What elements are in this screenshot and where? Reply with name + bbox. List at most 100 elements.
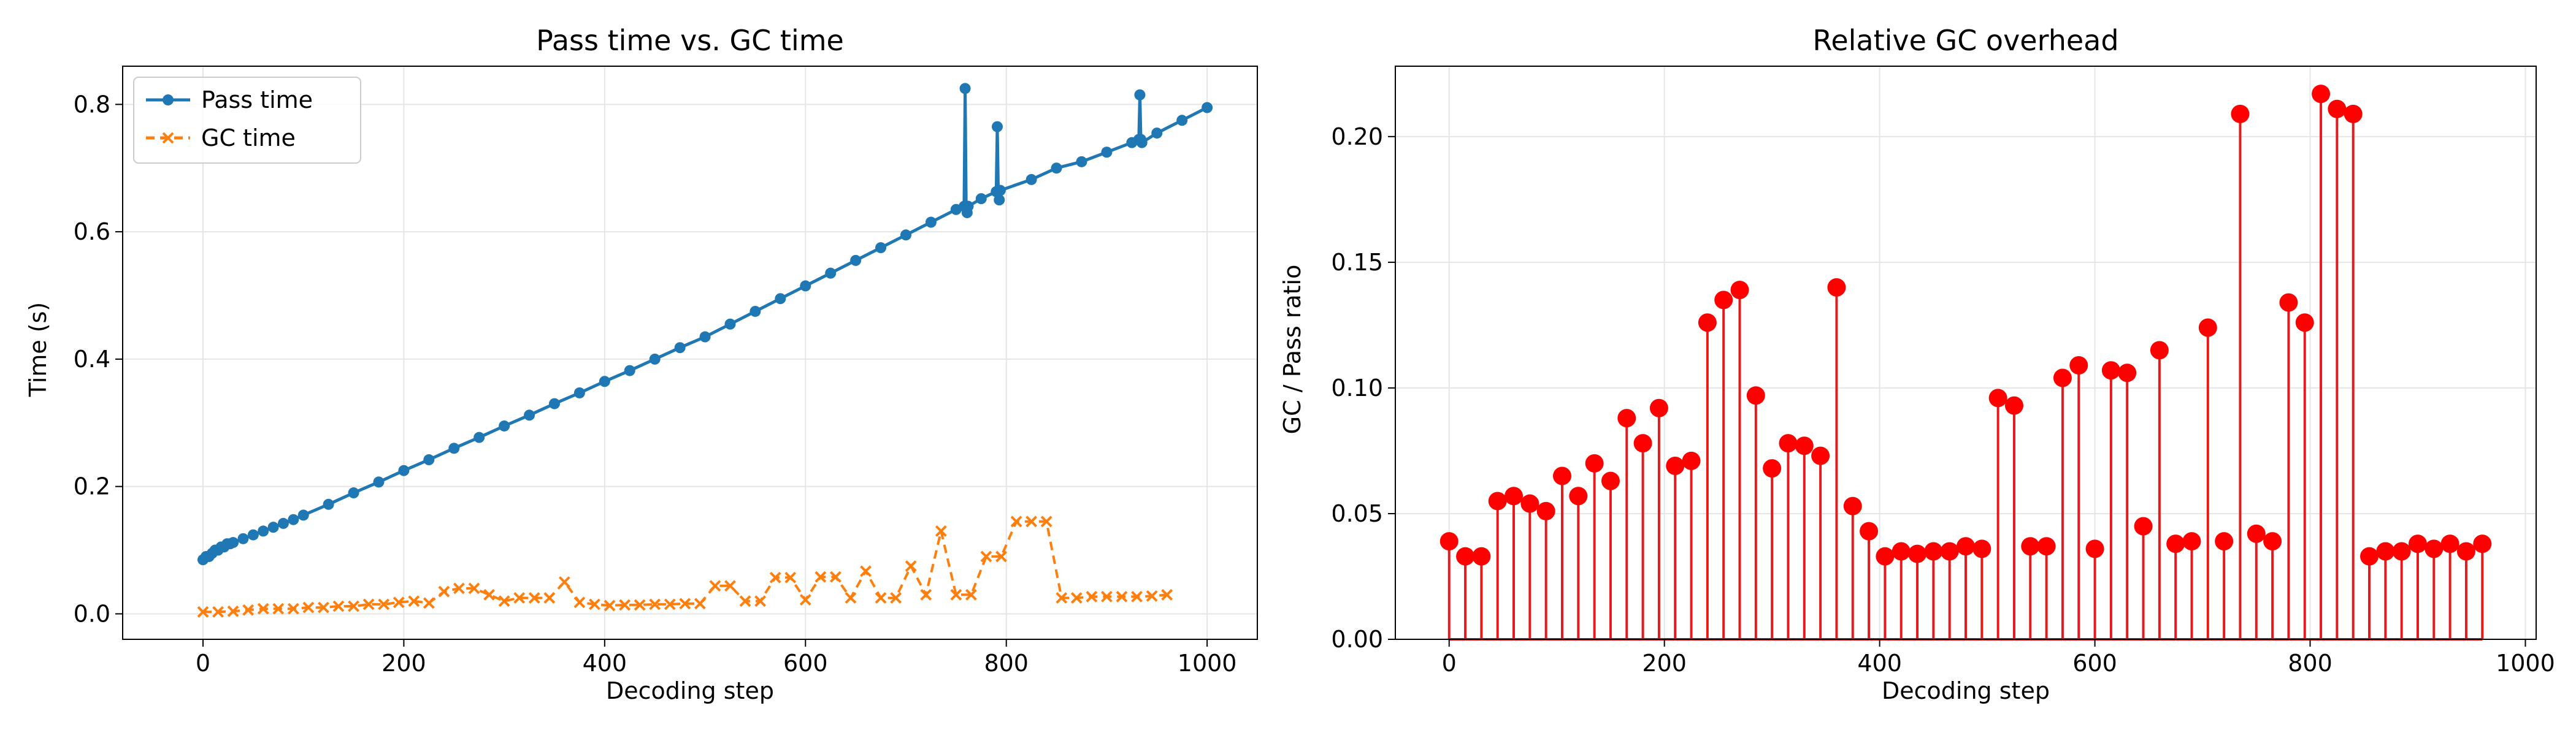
stem-marker <box>2118 363 2137 382</box>
stem-marker <box>2231 104 2250 123</box>
stem-marker <box>1972 539 1991 558</box>
gc-time-marker-stroke <box>1131 590 1143 603</box>
gc-time-marker <box>348 600 359 612</box>
stem-marker <box>2037 537 2056 556</box>
gc-time-marker <box>423 597 435 609</box>
stem-marker <box>2312 85 2331 104</box>
gc-time-marker-stroke <box>875 592 887 604</box>
gc-time-marker-stroke <box>664 598 676 611</box>
stem-marker <box>1649 398 1668 417</box>
stem-marker <box>2360 547 2379 566</box>
pass-time-marker <box>624 365 635 376</box>
gc-time-marker <box>1025 515 1038 528</box>
gc-time-marker <box>604 599 616 612</box>
grid <box>1395 66 2536 640</box>
pass-time-marker <box>699 331 711 343</box>
stem-marker <box>1666 457 1685 476</box>
stem-marker <box>1763 459 1782 478</box>
pass-time-marker <box>649 353 661 365</box>
pass-vs-gc-chart: Pass time vs. GC time Decoding step Time… <box>25 24 1258 704</box>
gc-time-marker-stroke <box>754 595 767 607</box>
stem-marker <box>1940 542 1959 561</box>
gc-time-marker-stroke <box>513 592 526 604</box>
gc-time-marker-stroke <box>1056 592 1068 604</box>
stem-marker <box>2215 532 2234 551</box>
y-tick-label: 0.00 <box>1331 626 1383 653</box>
gc-time-marker <box>1161 588 1173 601</box>
gc-time-marker-stroke <box>950 588 962 601</box>
pass-time-marker <box>800 280 811 292</box>
y-tick-label: 0.20 <box>1331 123 1383 150</box>
stem-marker <box>1827 278 1846 297</box>
pass-time-marker <box>1025 173 1037 185</box>
gc-time-marker-stroke <box>739 595 751 607</box>
pass-time-marker <box>258 525 269 537</box>
legend-label-gc: GC time <box>201 124 296 151</box>
stem-marker <box>1617 409 1636 428</box>
gc-time-marker <box>257 603 269 615</box>
stem-marker <box>2376 542 2395 561</box>
pass-time-marker <box>749 305 761 317</box>
x-tick-label: 600 <box>2072 650 2117 677</box>
gc-time-marker-stroke <box>845 592 857 604</box>
plot-marks <box>1439 85 2492 641</box>
gc-time-marker-stroke <box>318 601 329 614</box>
pass-time-marker <box>991 121 1003 132</box>
stem-marker <box>2053 368 2072 387</box>
gc-time-marker-stroke <box>242 604 255 616</box>
stem-marker <box>1456 547 1475 566</box>
pass-time-marker <box>724 318 736 330</box>
pass-time-marker <box>900 229 911 241</box>
gc-time-marker <box>905 560 917 572</box>
pass-time-marker <box>277 517 289 529</box>
gc-time-marker-stroke <box>935 525 947 537</box>
chart-title: Relative GC overhead <box>1812 24 2118 57</box>
gc-time-marker <box>799 594 811 606</box>
stem-marker <box>1730 280 1749 299</box>
gc-time-marker-stroke <box>332 600 345 612</box>
stem-marker <box>1698 313 1717 332</box>
pass-time-marker <box>1176 115 1188 126</box>
y-tick-label: 0.05 <box>1331 500 1383 527</box>
x-tick-label: 800 <box>2288 650 2333 677</box>
pass-time-marker <box>925 216 937 228</box>
gc-time-marker <box>408 595 420 607</box>
gc-time-marker-stroke <box>498 595 510 607</box>
gc-time-marker <box>1070 592 1083 604</box>
x-tick-label: 1000 <box>1178 650 1237 677</box>
gc-time-marker <box>1146 590 1158 602</box>
gc-time-marker <box>829 571 841 583</box>
gc-time-marker <box>679 598 691 610</box>
stem-marker <box>2247 524 2266 543</box>
stem-marker <box>1552 466 1571 485</box>
gc-time-line <box>203 520 1167 614</box>
stem-marker <box>2392 542 2411 561</box>
x-tick-label: 200 <box>1642 650 1687 677</box>
stem-marker <box>2004 396 2023 415</box>
relative-gc-chart: Relative GC overhead Decoding step GC / … <box>1279 24 2555 704</box>
gc-time-marker-stroke <box>1010 515 1022 528</box>
stem-marker <box>2069 356 2088 375</box>
pass-time-marker <box>825 267 837 279</box>
pass-time-marker <box>323 498 334 510</box>
stem-marker <box>1746 386 1765 405</box>
gc-time-marker-stroke <box>890 592 902 604</box>
gc-time-marker-stroke <box>287 603 299 615</box>
gc-time-marker <box>453 582 465 595</box>
x-axis-label: Decoding step <box>606 677 774 704</box>
pass-time-marker <box>267 522 279 533</box>
gc-time-marker-stroke <box>829 571 841 583</box>
tick-marks: 0 200 400 600 800 1000 0.0 0.2 0.4 0.6 0.8 <box>74 91 1237 677</box>
y-tick-label: 0.10 <box>1331 375 1383 401</box>
gc-time-marker <box>393 596 405 609</box>
gc-time-marker <box>1010 515 1022 528</box>
y-tick-label: 0.8 <box>74 91 110 118</box>
gc-time-marker-stroke <box>1146 590 1158 602</box>
gc-time-marker-stroke <box>438 585 450 598</box>
stem-marker <box>2344 104 2363 123</box>
legend-gc-marker <box>162 132 174 144</box>
legend-label-pass: Pass time <box>201 86 313 113</box>
gc-time-marker-stroke <box>815 571 827 583</box>
gc-time-marker <box>694 598 706 610</box>
